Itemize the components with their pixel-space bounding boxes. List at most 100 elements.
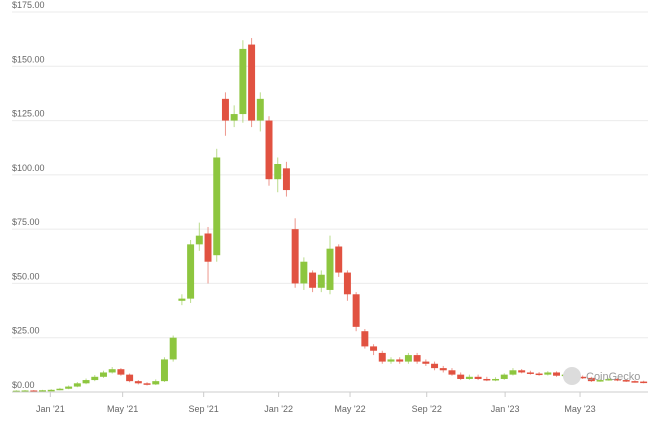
candle-body <box>265 120 273 180</box>
x-tick-label: May '23 <box>564 404 595 414</box>
candle <box>282 161 290 197</box>
candle-body <box>431 363 439 369</box>
candles <box>12 38 648 393</box>
x-tick-label: May '22 <box>334 404 365 414</box>
candle-body <box>282 168 290 191</box>
candle-body <box>108 369 116 373</box>
candle-body <box>631 381 639 383</box>
candle-body <box>361 331 369 347</box>
candle <box>21 390 29 392</box>
candle-body <box>21 390 29 392</box>
candle <box>239 40 247 123</box>
candle-body <box>248 44 256 121</box>
candle <box>204 226 212 284</box>
candle <box>352 292 360 332</box>
y-tick-label: $75.00 <box>12 217 40 227</box>
y-tick-label: $50.00 <box>12 271 40 281</box>
candle-body <box>605 378 613 381</box>
candle <box>587 376 595 383</box>
candle-body <box>579 376 587 379</box>
candle-body <box>160 359 168 382</box>
candle-body <box>91 376 99 381</box>
candle <box>39 389 46 392</box>
candle <box>248 38 256 128</box>
candle-body <box>30 390 38 392</box>
candle-body <box>195 235 203 245</box>
candle-body <box>300 261 308 284</box>
x-tick-label: Sep '21 <box>189 404 219 414</box>
candle-body <box>622 380 630 382</box>
candle-body <box>457 374 465 379</box>
candle <box>195 222 203 251</box>
candle <box>73 382 81 388</box>
candle <box>274 157 282 193</box>
candle-body <box>439 368 447 371</box>
candle-body <box>474 376 482 379</box>
candle <box>500 373 508 380</box>
candle-body <box>352 294 360 327</box>
y-tick-label: $0.00 <box>12 380 35 390</box>
candle <box>134 380 142 385</box>
candle-body <box>326 248 334 290</box>
candle-body <box>483 378 491 381</box>
candle-body <box>99 372 107 377</box>
candle <box>56 387 64 391</box>
candle-body <box>126 374 134 382</box>
x-tick-label: Jan '22 <box>264 404 293 414</box>
candle-body <box>640 381 648 384</box>
candle-body <box>169 337 177 360</box>
candle-body <box>213 157 221 256</box>
candle-body <box>230 114 238 121</box>
candle-body <box>317 274 325 288</box>
watermark-text: CoinGecko <box>586 371 640 383</box>
candle-body <box>73 383 81 387</box>
candle <box>178 294 186 306</box>
candle-body <box>204 233 212 262</box>
candle-body <box>535 373 543 376</box>
candle <box>378 350 386 364</box>
candle <box>99 370 107 378</box>
x-tick-label: May '21 <box>107 404 138 414</box>
x-tick-label: Jan '23 <box>491 404 520 414</box>
candle <box>448 368 456 376</box>
candle <box>431 361 439 371</box>
candle <box>326 235 334 295</box>
candle <box>91 375 99 382</box>
watermark-logo <box>563 367 581 385</box>
candle <box>535 372 543 376</box>
candle <box>343 270 351 301</box>
candle <box>413 352 421 364</box>
candle-body <box>422 361 430 364</box>
candle <box>553 371 561 377</box>
candle <box>117 368 125 376</box>
candle <box>82 378 90 385</box>
candle <box>465 374 473 380</box>
candle <box>422 359 430 366</box>
y-tick-label: $175.00 <box>12 0 45 10</box>
candle-body <box>387 359 395 362</box>
candle <box>47 389 55 392</box>
candle <box>387 357 395 364</box>
candle <box>108 367 116 374</box>
candle-body <box>256 98 264 121</box>
candle-body <box>448 370 456 375</box>
candle <box>640 380 648 384</box>
candle-body <box>465 376 473 379</box>
candle-body <box>526 372 534 374</box>
candle-body <box>614 378 621 381</box>
candle-body <box>413 355 421 362</box>
candle <box>605 377 613 381</box>
candle-body <box>492 378 500 381</box>
candle <box>256 92 264 132</box>
candle-body <box>518 370 526 373</box>
candle <box>579 375 587 379</box>
candle-body <box>39 390 46 392</box>
candle <box>230 105 238 128</box>
candle <box>631 380 639 383</box>
y-tick-label: $25.00 <box>12 326 40 336</box>
candle-body <box>404 355 412 362</box>
y-tick-label: $125.00 <box>12 109 45 119</box>
candle <box>483 376 491 382</box>
candle <box>143 382 151 386</box>
